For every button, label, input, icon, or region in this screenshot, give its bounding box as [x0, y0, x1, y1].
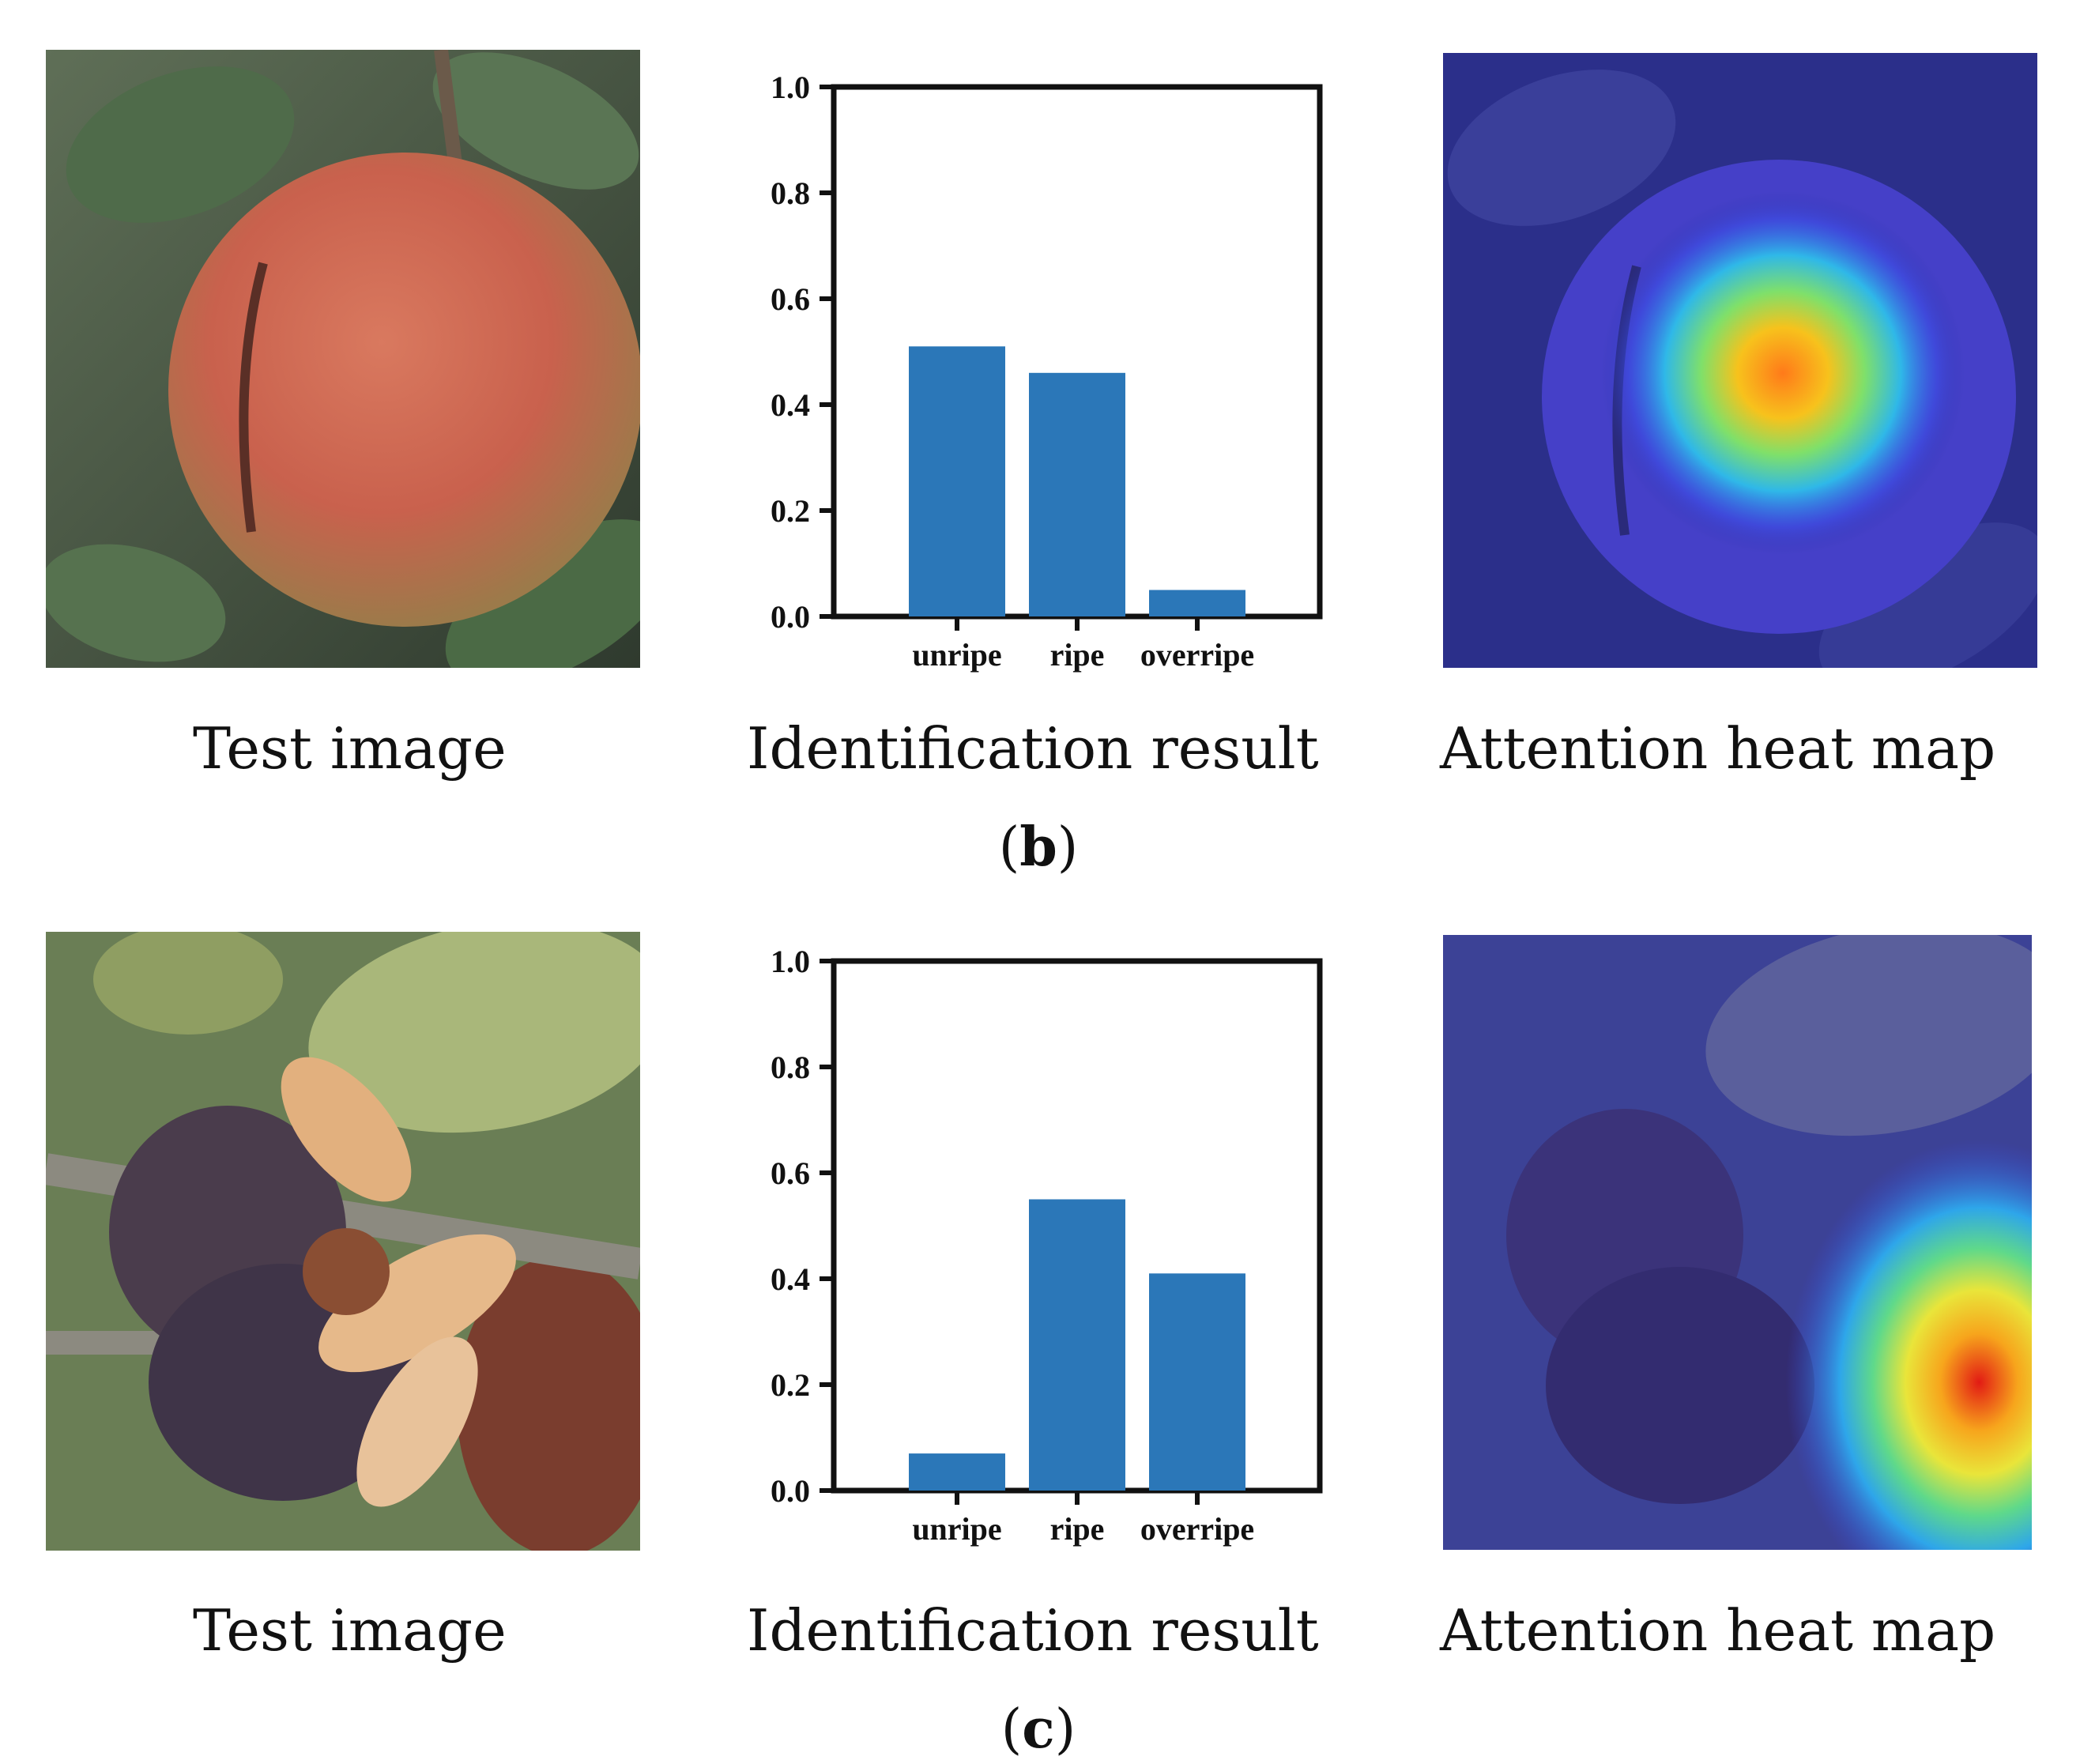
- bar-chart: 0.0 0.2 0.4 0.6 0.8 1.0 unripe ripe overripe: [771, 944, 1323, 1547]
- y-tick-label: 0.8: [771, 1050, 810, 1085]
- attention-heat-map-center-icon: [1443, 53, 2037, 668]
- y-tick-label: 0.8: [771, 175, 810, 211]
- caption-attention-heat-map: Attention heat map: [1440, 715, 1996, 782]
- test-image-b: [46, 50, 640, 668]
- heat-map-b: [1443, 53, 2037, 668]
- attention-heat-map-right-icon: [1443, 935, 2032, 1550]
- test-image-c: [46, 932, 640, 1551]
- y-tick-label: 1.0: [771, 70, 810, 105]
- x-tick-label-overripe: overripe: [1140, 637, 1254, 673]
- caption-test-image: Test image: [193, 1597, 507, 1664]
- panel-label-c: (c): [1000, 1698, 1076, 1761]
- panel-letter: b: [1019, 816, 1057, 879]
- caption-test-image: Test image: [193, 715, 507, 782]
- y-tick-label: 0.0: [771, 1473, 810, 1509]
- y-tick-label: 0.2: [771, 1367, 810, 1403]
- x-tick-label-overripe: overripe: [1140, 1511, 1254, 1547]
- bar-ripe: [1029, 372, 1125, 616]
- heat-map-c: [1443, 935, 2032, 1550]
- x-tick-label-ripe: ripe: [1050, 1511, 1105, 1547]
- caption-identification-result: Identification result: [747, 1597, 1319, 1664]
- bar-unripe: [909, 346, 1005, 616]
- panel-letter: c: [1022, 1698, 1055, 1761]
- bar-overripe: [1149, 590, 1245, 616]
- panel-label-b: (b): [998, 816, 1079, 879]
- y-tick-label: 0.4: [771, 387, 810, 423]
- y-tick-label: 0.6: [771, 1155, 810, 1191]
- bar-overripe: [1149, 1273, 1245, 1491]
- identification-chart-c: 0.0 0.2 0.4 0.6 0.8 1.0 unripe ripe overripe: [711, 929, 1328, 1562]
- y-tick-label: 0.4: [771, 1261, 810, 1297]
- bar-chart: 0.0 0.2 0.4 0.6 0.8 1.0 unripe ripe overripe: [771, 70, 1323, 673]
- panel-c: 0.0 0.2 0.4 0.6 0.8 1.0 unripe ripe overripe Tes…: [0, 882, 2080, 1764]
- y-tick-label: 0.2: [771, 493, 810, 529]
- x-tick-label-unripe: unripe: [912, 1511, 1001, 1547]
- y-tick-label: 1.0: [771, 944, 810, 979]
- x-tick-label-unripe: unripe: [912, 637, 1001, 673]
- caption-identification-result: Identification result: [747, 715, 1319, 782]
- bar-ripe: [1029, 1199, 1125, 1491]
- x-tick-label-ripe: ripe: [1050, 637, 1105, 673]
- bar-unripe: [909, 1453, 1005, 1491]
- caption-attention-heat-map: Attention heat map: [1440, 1597, 1996, 1664]
- ripe-camellia-fruit-icon: [46, 50, 640, 668]
- panel-b: 0.0 0.2 0.4 0.6 0.8 1.0 unripe ripe overripe: [46, 50, 2037, 879]
- identification-chart-b: 0.0 0.2 0.4 0.6 0.8 1.0 unripe ripe overripe: [711, 55, 1328, 688]
- overripe-split-camellia-fruit-icon: [46, 932, 640, 1551]
- y-tick-label: 0.6: [771, 281, 810, 317]
- y-tick-label: 0.0: [771, 599, 810, 635]
